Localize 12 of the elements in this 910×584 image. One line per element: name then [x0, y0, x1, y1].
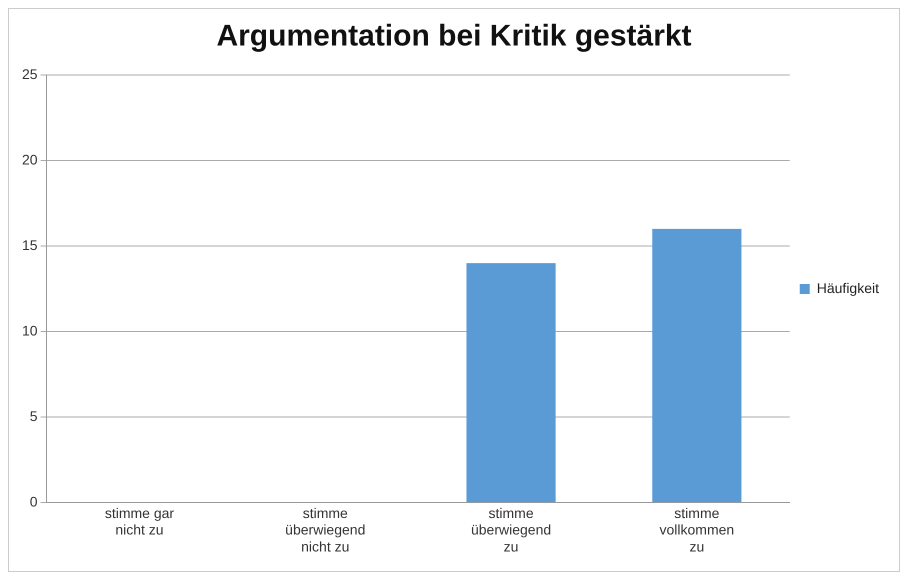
y-tick-label: 25 [22, 66, 38, 82]
chart-title: Argumentation bei Kritik gestärkt [216, 19, 692, 52]
x-tick-label: stimme überwiegend nicht zu [285, 504, 366, 554]
y-tick-label: 5 [30, 408, 38, 424]
y-tick-label: 10 [22, 322, 38, 338]
x-tick-label: stimme gar nicht zu [104, 504, 174, 538]
y-tick-label: 0 [30, 493, 38, 510]
y-tick-label: 15 [22, 236, 38, 253]
x-tick-label: stimme vollkommen zu [659, 504, 734, 554]
legend-label: Häufigkeit [816, 280, 880, 296]
x-tick-label: stimme überwiegend zu [470, 504, 552, 554]
y-tick-label: 20 [22, 151, 38, 168]
